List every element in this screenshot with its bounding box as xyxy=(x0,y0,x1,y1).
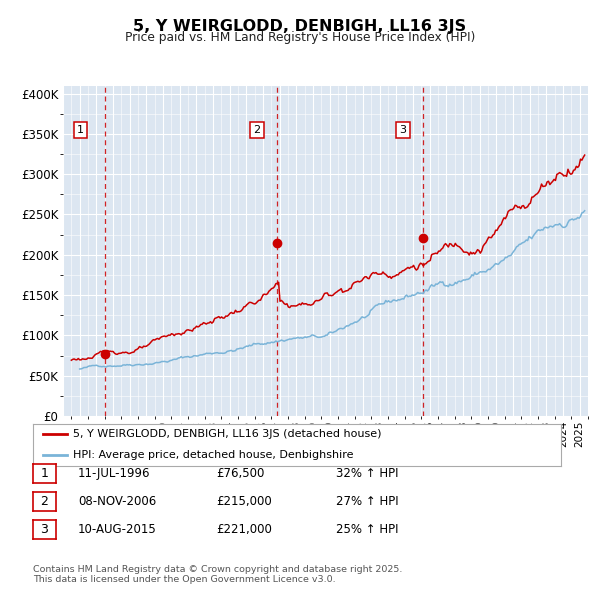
Text: 08-NOV-2006: 08-NOV-2006 xyxy=(78,495,156,508)
Text: 1: 1 xyxy=(40,467,49,480)
Text: 27% ↑ HPI: 27% ↑ HPI xyxy=(336,495,398,508)
Text: £215,000: £215,000 xyxy=(216,495,272,508)
Text: 25% ↑ HPI: 25% ↑ HPI xyxy=(336,523,398,536)
Text: 3: 3 xyxy=(400,125,407,135)
Text: 2: 2 xyxy=(40,495,49,508)
Text: £221,000: £221,000 xyxy=(216,523,272,536)
Text: 3: 3 xyxy=(40,523,49,536)
Text: 1: 1 xyxy=(77,125,83,135)
Text: 2: 2 xyxy=(254,125,261,135)
Text: 5, Y WEIRGLODD, DENBIGH, LL16 3JS (detached house): 5, Y WEIRGLODD, DENBIGH, LL16 3JS (detac… xyxy=(73,430,381,439)
Text: HPI: Average price, detached house, Denbighshire: HPI: Average price, detached house, Denb… xyxy=(73,451,353,460)
Text: Price paid vs. HM Land Registry's House Price Index (HPI): Price paid vs. HM Land Registry's House … xyxy=(125,31,475,44)
Text: 10-AUG-2015: 10-AUG-2015 xyxy=(78,523,157,536)
Text: £76,500: £76,500 xyxy=(216,467,265,480)
Text: Contains HM Land Registry data © Crown copyright and database right 2025.
This d: Contains HM Land Registry data © Crown c… xyxy=(33,565,403,584)
Text: 5, Y WEIRGLODD, DENBIGH, LL16 3JS: 5, Y WEIRGLODD, DENBIGH, LL16 3JS xyxy=(133,19,467,34)
Text: 11-JUL-1996: 11-JUL-1996 xyxy=(78,467,151,480)
Text: 32% ↑ HPI: 32% ↑ HPI xyxy=(336,467,398,480)
